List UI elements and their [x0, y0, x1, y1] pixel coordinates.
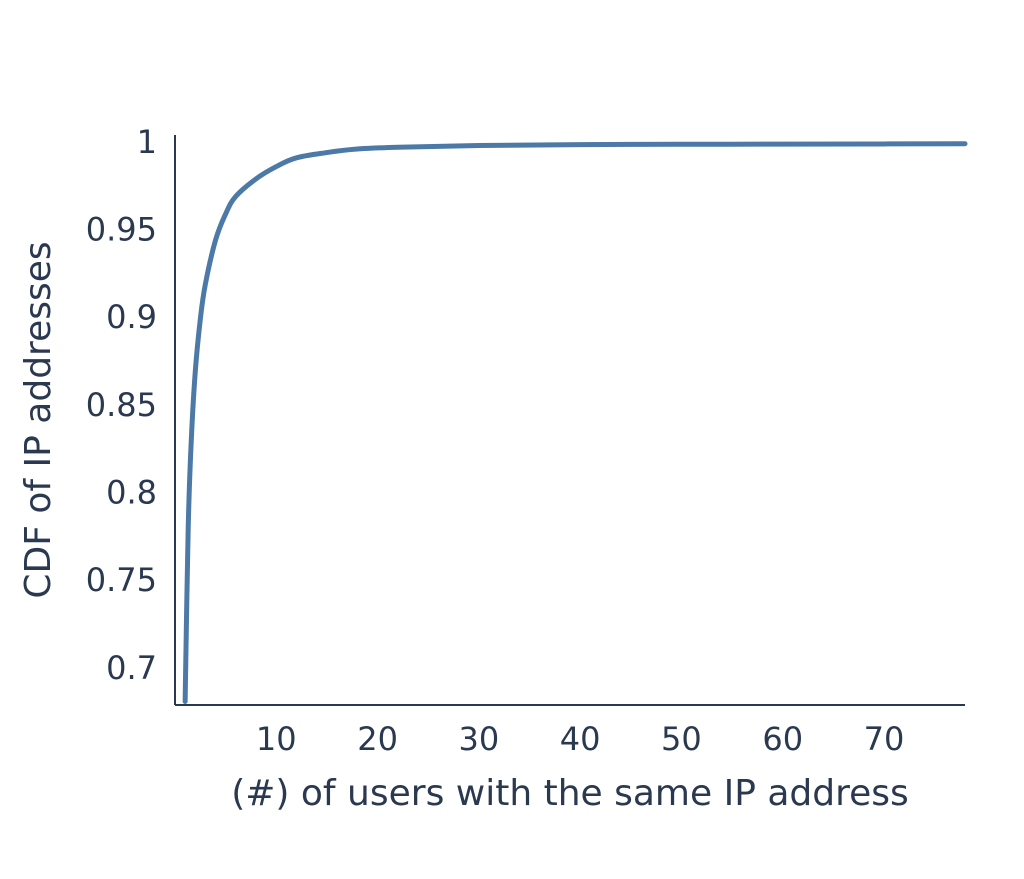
y-tick-labels: 0.7 0.75 0.8 0.85 0.9 0.95 1 — [86, 123, 157, 687]
y-tick-label: 0.9 — [106, 298, 157, 336]
y-tick-label: 1 — [137, 123, 157, 161]
y-tick-label: 0.85 — [86, 386, 157, 424]
x-tick-label: 20 — [357, 720, 398, 758]
y-tick-label: 0.95 — [86, 210, 157, 248]
x-tick-label: 50 — [661, 720, 702, 758]
cdf-chart: 0.7 0.75 0.8 0.85 0.9 0.95 1 10 20 30 40 50 60 70 (#… — [0, 0, 1024, 879]
x-tick-label: 30 — [458, 720, 499, 758]
x-tick-label: 60 — [762, 720, 803, 758]
x-axis-label: (#) of users with the same IP address — [231, 773, 909, 814]
y-tick-label: 0.7 — [106, 649, 157, 687]
y-axis-label: CDF of IP addresses — [18, 241, 59, 598]
cdf-line — [185, 144, 965, 702]
y-tick-label: 0.8 — [106, 474, 157, 512]
x-tick-label: 10 — [256, 720, 297, 758]
x-tick-label: 70 — [864, 720, 905, 758]
x-tick-labels: 10 20 30 40 50 60 70 — [256, 720, 904, 758]
x-tick-label: 40 — [560, 720, 601, 758]
y-tick-label: 0.75 — [86, 561, 157, 599]
